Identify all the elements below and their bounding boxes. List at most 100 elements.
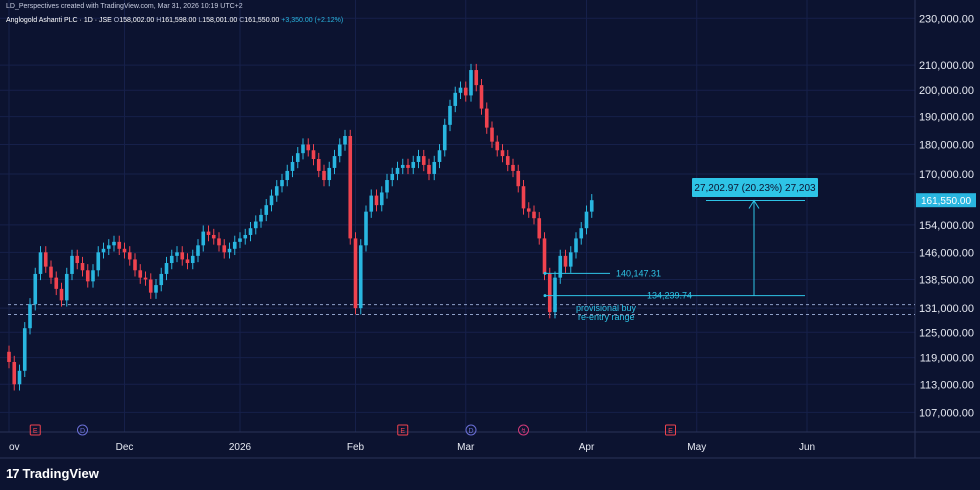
candle-down [353,238,358,309]
y-tick-label: 200,000.00 [919,85,974,97]
y-tick-label: 170,000.00 [919,169,974,181]
candle-down [505,156,510,165]
y-tick-label: 154,000.00 [919,220,974,232]
candle-up [28,304,32,329]
candles [7,63,594,391]
candle-down [49,266,53,278]
candle-up [553,277,557,313]
candle-up [17,370,22,385]
dividend-marker-icon[interactable] [465,424,477,436]
earnings-marker-icon[interactable] [397,424,409,436]
grid-lines [0,0,980,459]
candle-up [295,153,300,162]
dividend-marker-icon[interactable] [77,424,88,436]
candle-down [206,231,211,235]
candle-up [38,252,43,274]
candle-up [22,328,27,371]
annotations: 140,147.31 134,239.74 27,202.97 (20.23%) 2… [543,178,818,322]
re-entry-zone [8,304,915,315]
candle-up [411,161,416,168]
candle-down [59,288,64,301]
candle-up [154,285,158,293]
candle-down [85,270,90,282]
candle-up [227,248,232,253]
candle-down [484,108,489,128]
candle-up [106,245,111,249]
level-2-label: 134,239.74 [647,291,692,301]
candle-up [274,186,279,196]
candle-up [395,167,400,174]
zone-label-1: provisional buy [576,303,637,313]
candle-down [7,351,11,362]
candle-down [148,279,153,293]
candle-up [243,234,248,239]
candle-up [453,92,458,106]
candle-down [526,208,531,212]
candle-up [385,180,389,193]
candle-up [70,255,74,274]
candle-up [332,156,337,168]
candle-up [301,144,305,154]
candle-up [201,231,206,246]
candle-down [474,70,479,86]
change-value: +3,350.00 (+2.12%) [281,17,344,24]
candle-down [117,241,122,249]
candle-down [75,255,80,264]
chart-credit: LD_Perspectives created with TradingView… [6,3,243,10]
candle-up [259,214,263,222]
level-1-label: 140,147.31 [616,268,661,278]
candle-up [280,180,284,187]
y-tick-label: 190,000.00 [919,112,974,124]
measure-box [692,178,818,197]
brand-name: TradingView [22,466,99,481]
candle-up [190,255,195,264]
earnings-marker-icon[interactable] [665,424,676,436]
candle-up [196,245,200,256]
event-markers[interactable]: E D E D ↯ E [29,424,676,436]
candle-down [12,361,17,385]
candle-down [542,238,547,274]
candle-down [133,259,137,271]
candle-up [469,70,473,96]
y-tick-label: 125,000.00 [919,327,974,339]
candle-up [400,164,405,168]
candle-down [348,135,353,239]
symbol-name: Anglogold Ashanti PLC · 1D · JSE [6,17,112,24]
y-tick-label: 138,500.00 [919,274,974,286]
x-tick-label: Feb [347,442,365,453]
candle-down [122,248,127,253]
level-1-anchor [543,271,547,275]
candle-down [495,141,500,151]
candle-up [416,156,421,162]
split-marker-icon[interactable] [518,424,529,436]
tradingview-brand[interactable]: 17 TradingView [6,466,99,481]
candle-down [516,170,521,187]
y-tick-label: 230,000.00 [919,13,974,25]
candle-down [406,164,410,168]
candle-up [248,228,253,235]
candle-up [232,241,237,249]
time-axis[interactable]: ov Dec 2026 Feb Mar Apr May Jun [9,442,815,453]
candle-up [285,170,290,181]
earnings-marker-label: E [668,428,673,435]
earnings-marker-icon[interactable] [29,424,41,436]
candle-down [127,252,132,260]
zone-label-2: re-entry range [578,312,635,322]
x-tick-label: May [687,442,706,453]
candle-up [327,167,332,181]
tradingview-logo-icon: 17 [6,466,20,481]
candle-down [138,270,143,278]
candle-up [589,200,594,212]
candle-up [364,211,368,246]
last-price-label: 161,550.00 [921,196,971,207]
candle-up [101,248,106,253]
x-tick-label: Mar [457,442,475,453]
symbol-info[interactable]: Anglogold Ashanti PLC · 1D · JSE O158,00… [6,17,343,24]
candle-down [537,218,542,239]
candle-down [511,164,515,171]
y-tick-label: 180,000.00 [919,140,974,152]
price-axis[interactable]: 230,000.00 210,000.00 200,000.00 190,000.00… [916,13,976,419]
candle-down [211,234,216,239]
candle-up [33,273,38,305]
